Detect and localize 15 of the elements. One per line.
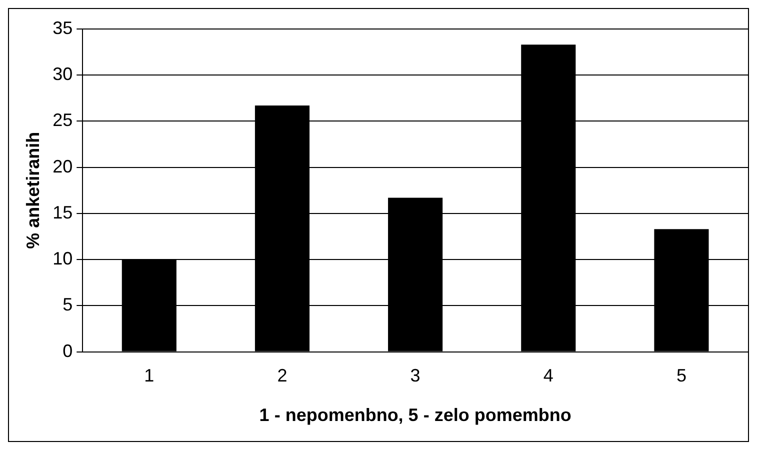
y-tick-label: 10 [52,248,73,269]
y-tick-label: 35 [52,18,73,38]
x-tick-label: 2 [277,366,288,386]
x-tick-label: 5 [676,366,686,386]
y-tick-label: 0 [62,340,73,361]
x-tick-label: 3 [410,366,420,386]
x-tick-label: 1 [144,366,154,386]
y-tick-label: 30 [52,64,73,84]
x-axis-title: 1 - nepomenbno, 5 - zelo pomembno [259,405,572,426]
y-tick-label: 5 [62,294,73,315]
y-tick-label: 20 [52,156,73,176]
y-axis-title: % anketiranih [22,132,43,249]
y-tick-label: 25 [52,110,73,130]
x-tick-label: 4 [543,366,554,386]
y-tick-label: 15 [52,202,73,222]
